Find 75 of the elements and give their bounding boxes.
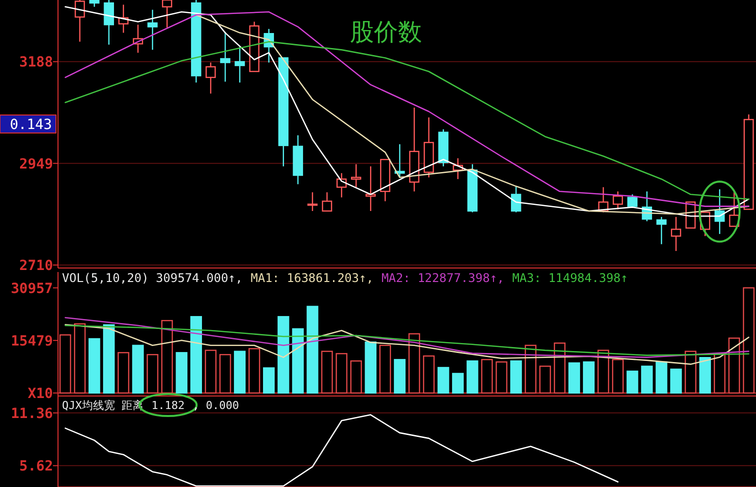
bar — [699, 357, 711, 394]
bar — [88, 338, 100, 394]
y-tick-label: 15479 — [10, 333, 53, 350]
annotation: 1.182 — [152, 399, 185, 412]
bar — [626, 370, 638, 394]
bar — [641, 366, 653, 394]
candlestick — [206, 62, 216, 94]
bar — [539, 366, 551, 394]
text: 0.143 — [10, 117, 52, 133]
bar — [146, 354, 158, 394]
y-tick-label: 3188 — [19, 54, 53, 71]
bar — [219, 354, 232, 394]
bar — [422, 355, 435, 394]
annotation: , 0.000 — [192, 399, 239, 412]
bar — [234, 350, 246, 394]
line-series — [64, 316, 750, 358]
bar — [263, 367, 275, 394]
bar — [656, 361, 668, 394]
y-tick-label: 2710 — [19, 258, 53, 274]
bar — [306, 306, 318, 394]
bar — [161, 320, 173, 394]
text: VOL(5,10,20) 309574.000↑, — [62, 271, 243, 285]
bar — [466, 360, 478, 394]
bar — [582, 361, 595, 394]
bar — [248, 348, 260, 394]
bar — [554, 342, 566, 394]
line-series — [64, 414, 619, 487]
bar — [364, 342, 376, 394]
bar — [742, 287, 755, 394]
bar — [176, 352, 188, 394]
text: MA1: 163861.203↑, — [250, 271, 374, 285]
line-series — [64, 324, 750, 356]
candlestick — [670, 216, 682, 252]
bar — [728, 338, 740, 394]
bar — [612, 358, 624, 394]
text: MA3: 114984.398↑ — [512, 271, 628, 285]
bar — [336, 353, 348, 394]
bar — [394, 358, 406, 394]
bar — [59, 334, 72, 394]
y-tick-label: 5.62 — [19, 458, 53, 475]
bar — [597, 350, 610, 394]
bar — [524, 344, 536, 394]
y-tick-label: 30957 — [10, 280, 53, 297]
bar — [438, 366, 450, 394]
bar — [103, 324, 115, 394]
bar — [350, 360, 362, 394]
bar — [510, 360, 522, 394]
bar — [496, 361, 508, 394]
bar — [278, 316, 290, 394]
bar — [292, 328, 304, 394]
bar — [132, 344, 144, 394]
line-series — [64, 324, 750, 365]
bar — [204, 350, 217, 394]
bar — [568, 362, 580, 394]
annotation: 股价数 — [350, 18, 422, 46]
bar — [321, 350, 333, 394]
y-tick-label: X10 — [28, 386, 53, 402]
bar — [481, 358, 493, 394]
candlestick — [409, 107, 420, 192]
bar — [408, 333, 420, 394]
bar — [684, 350, 696, 394]
candlestick — [234, 46, 245, 84]
bar — [74, 323, 86, 394]
bar — [118, 352, 130, 394]
bar — [379, 344, 392, 394]
bar — [190, 316, 202, 394]
y-tick-label: 11.36 — [10, 406, 53, 422]
bar — [452, 372, 464, 394]
text: MA2: 122877.398↑, — [381, 271, 504, 285]
bar — [670, 368, 682, 394]
candlestick — [220, 31, 230, 82]
candlestick — [714, 188, 725, 235]
candlestick — [147, 9, 158, 50]
y-tick-label: 2949 — [19, 156, 53, 172]
bar — [714, 353, 726, 394]
